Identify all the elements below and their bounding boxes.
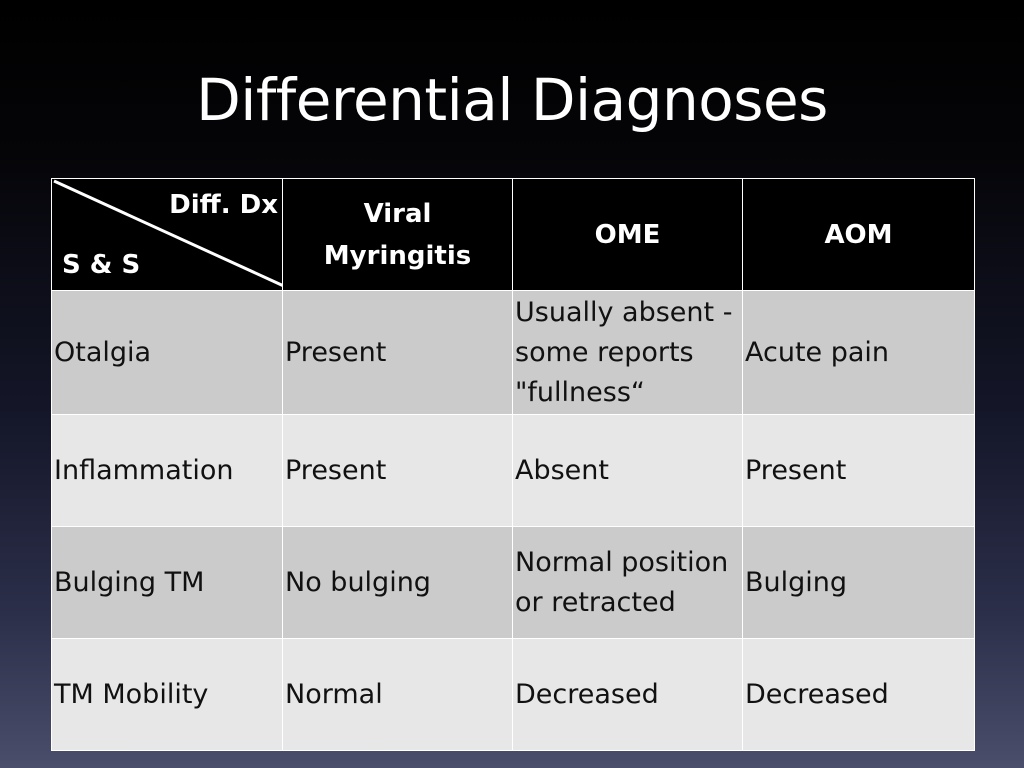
table-cell: Normal position or retracted <box>512 526 743 639</box>
slide-title: Differential Diagnoses <box>196 66 828 134</box>
table-row: Otalgia Present Usually absent - some re… <box>51 290 975 415</box>
diagonal-divider <box>53 179 282 287</box>
table-cell: Present <box>742 414 975 527</box>
diagnosis-table-container: Diff. Dx S & S Viral Myringitis OME AOM … <box>51 178 975 752</box>
table-row: Inflammation Present Absent Present <box>51 414 975 527</box>
column-header-aom: AOM <box>742 178 975 291</box>
table-cell: Normal <box>282 638 513 751</box>
table-row: Bulging TM No bulging Normal position or… <box>51 526 975 639</box>
column-header-viral-myringitis: Viral Myringitis <box>282 178 513 291</box>
row-label-tm-mobility: TM Mobility <box>51 638 283 751</box>
row-label-inflammation: Inflammation <box>51 414 283 527</box>
column-header-ome: OME <box>512 178 743 291</box>
corner-label-diff-dx: Diff. Dx <box>169 190 278 220</box>
table-cell: Bulging <box>742 526 975 639</box>
table-cell: Decreased <box>742 638 975 751</box>
table-cell: Absent <box>512 414 743 527</box>
corner-header-cell: Diff. Dx S & S <box>51 178 283 291</box>
table-cell: Usually absent - some reports "fullness“ <box>512 290 743 415</box>
diagnosis-table: Diff. Dx S & S Viral Myringitis OME AOM … <box>51 178 975 751</box>
table-cell: Present <box>282 290 513 415</box>
table-row: TM Mobility Normal Decreased Decreased <box>51 638 975 751</box>
header-row: Diff. Dx S & S Viral Myringitis OME AOM <box>51 178 975 291</box>
table-cell: No bulging <box>282 526 513 639</box>
row-label-bulging-tm: Bulging TM <box>51 526 283 639</box>
corner-label-signs-symptoms: S & S <box>62 250 141 280</box>
row-label-otalgia: Otalgia <box>51 290 283 415</box>
table-cell: Acute pain <box>742 290 975 415</box>
table-cell: Decreased <box>512 638 743 751</box>
table-cell: Present <box>282 414 513 527</box>
